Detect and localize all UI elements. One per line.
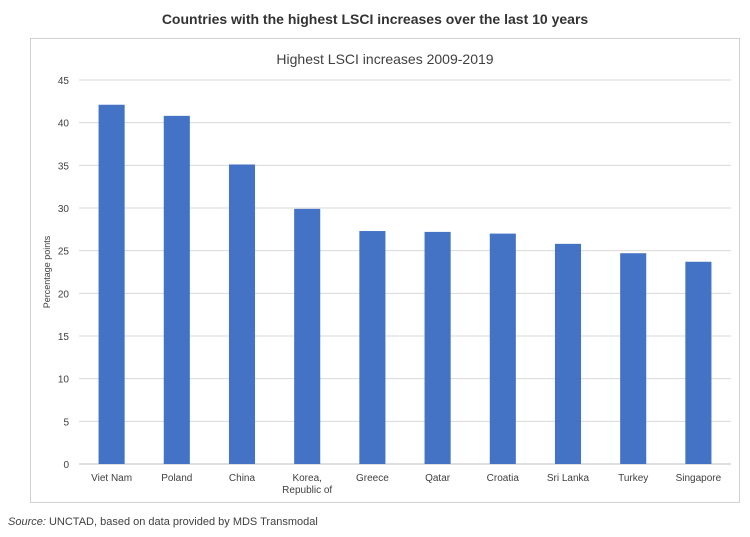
x-axis-ticks: Viet Nam Poland China Korea, Republic of Gree… bbox=[91, 473, 722, 496]
y-tick-label: 5 bbox=[63, 417, 69, 428]
x-tick-label: Greece bbox=[356, 473, 389, 484]
source-label: Source: bbox=[8, 516, 46, 528]
page-title: Countries with the highest LSCI increase… bbox=[161, 11, 589, 27]
y-tick-label: 35 bbox=[58, 161, 70, 172]
y-axis-ticks: 0 5 10 15 20 25 30 35 40 45 bbox=[58, 76, 70, 471]
bar bbox=[620, 253, 647, 464]
source-note: Source: UNCTAD, based on data provided b… bbox=[8, 516, 318, 528]
bar bbox=[98, 104, 125, 464]
chart-container: Highest LSCI increases 2009-2019 Percent… bbox=[30, 38, 740, 503]
bar bbox=[554, 243, 582, 464]
y-tick-label: 15 bbox=[58, 332, 70, 343]
x-tick-label: Singapore bbox=[676, 473, 722, 484]
y-tick-label: 45 bbox=[58, 76, 70, 87]
y-tick-label: 10 bbox=[58, 375, 70, 386]
bar bbox=[163, 115, 190, 464]
bar bbox=[424, 231, 451, 464]
x-tick-label: Sri Lanka bbox=[547, 473, 590, 484]
x-tick-label: Viet Nam bbox=[91, 473, 132, 484]
x-tick-label: Croatia bbox=[487, 473, 520, 484]
bar-chart: Highest LSCI increases 2009-2019 Percent… bbox=[42, 51, 731, 496]
x-tick-label: China bbox=[229, 473, 256, 484]
y-tick-label: 20 bbox=[58, 289, 70, 300]
y-tick-label: 40 bbox=[58, 119, 70, 130]
x-tick-label: Qatar bbox=[425, 473, 451, 484]
y-tick-label: 0 bbox=[63, 460, 69, 471]
source-text: UNCTAD, based on data provided by MDS Tr… bbox=[45, 516, 318, 528]
y-axis-label: Percentage points bbox=[42, 235, 52, 308]
chart-title: Highest LSCI increases 2009-2019 bbox=[276, 51, 493, 67]
x-tick-label: Korea, Republic of bbox=[282, 473, 332, 496]
bar bbox=[359, 231, 386, 464]
bar bbox=[294, 208, 321, 464]
bar bbox=[228, 164, 256, 464]
x-tick-label: Poland bbox=[161, 473, 192, 484]
bars bbox=[98, 104, 712, 464]
y-tick-label: 30 bbox=[58, 204, 70, 215]
bar bbox=[489, 233, 516, 464]
bar bbox=[685, 261, 712, 464]
y-tick-label: 25 bbox=[58, 247, 70, 258]
x-tick-label: Turkey bbox=[618, 473, 648, 484]
